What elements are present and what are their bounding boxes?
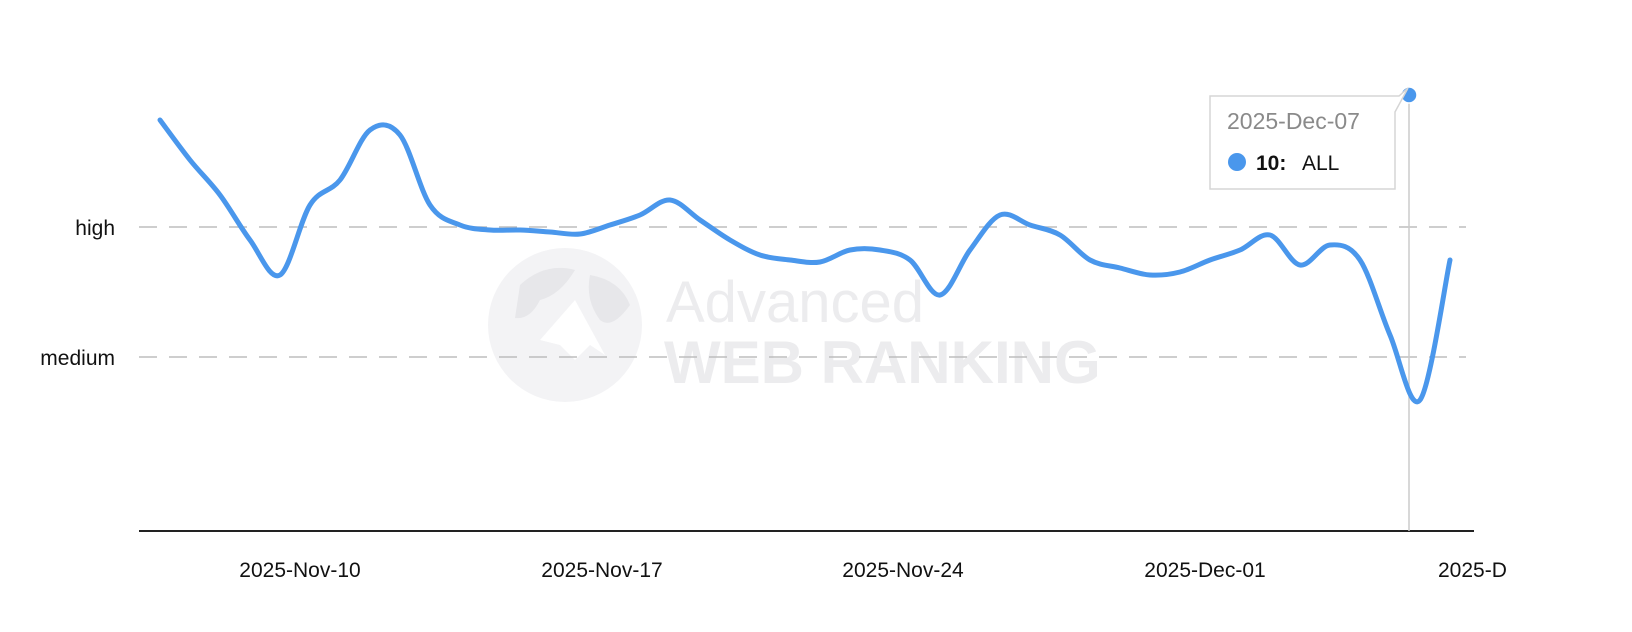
tooltip: 2025-Dec-07 10: ALL bbox=[1209, 87, 1409, 190]
tooltip-series-name: ALL bbox=[1302, 152, 1339, 175]
x-tick-dec-01: 2025-Dec-01 bbox=[1144, 559, 1265, 582]
tooltip-date: 2025-Dec-07 bbox=[1227, 108, 1360, 134]
y-tick-high: high bbox=[75, 217, 115, 240]
tooltip-series-dot bbox=[1228, 153, 1246, 171]
watermark: Advanced WEB RANKING bbox=[488, 248, 1101, 402]
x-tick-nov-24: 2025-Nov-24 bbox=[842, 559, 964, 582]
watermark-line2: WEB RANKING bbox=[664, 329, 1101, 396]
series-line-all[interactable] bbox=[157, 117, 1453, 405]
y-tick-medium: medium bbox=[40, 347, 115, 370]
watermark-line1: Advanced bbox=[666, 270, 924, 335]
x-tick-nov-10: 2025-Nov-10 bbox=[239, 559, 360, 582]
tooltip-box bbox=[1209, 87, 1409, 190]
watermark-globe-icon bbox=[488, 248, 642, 402]
x-tick-nov-17: 2025-Nov-17 bbox=[541, 559, 662, 582]
x-tick-dec-08: 2025-D bbox=[1438, 559, 1507, 582]
tooltip-value: 10: bbox=[1256, 152, 1286, 175]
